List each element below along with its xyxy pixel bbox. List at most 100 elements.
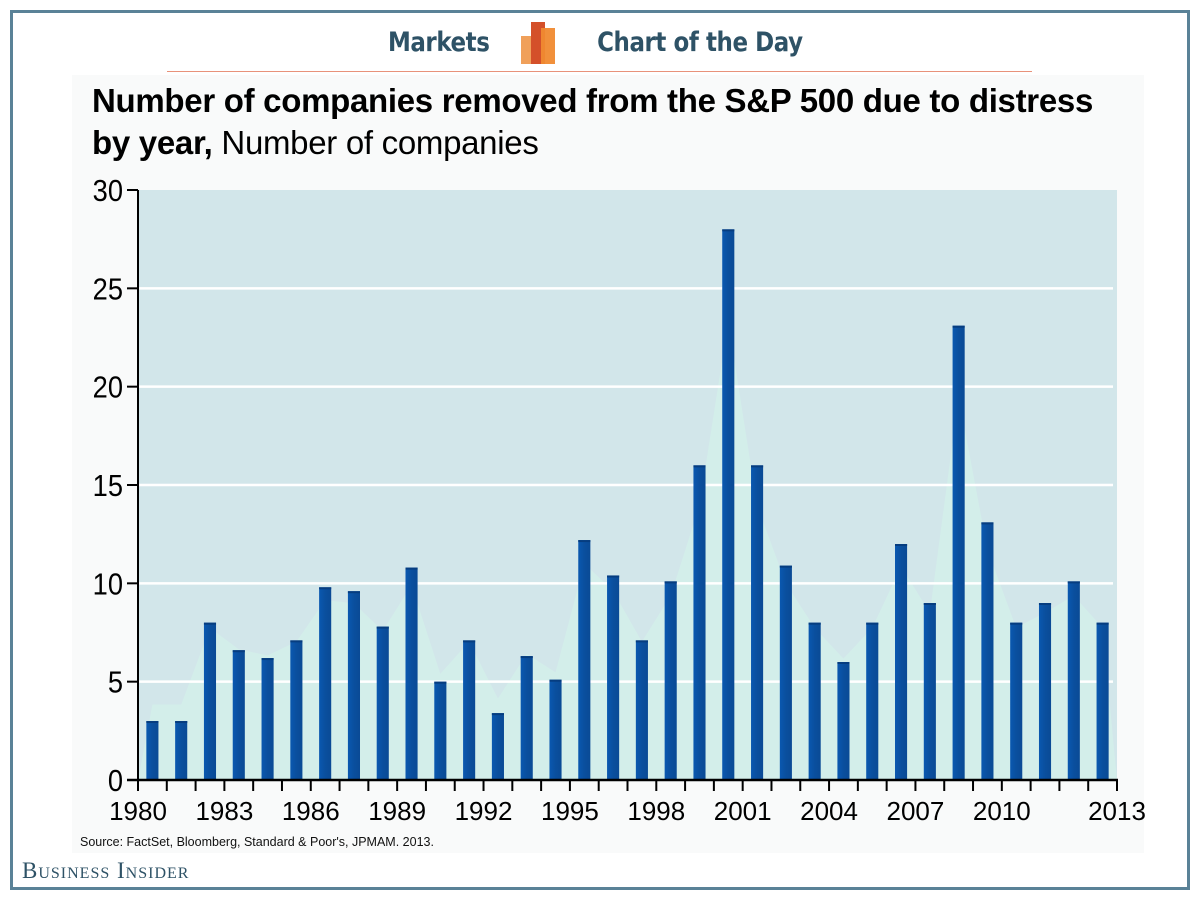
x-tick-label: 2001 (714, 796, 772, 826)
bar-cap (722, 229, 735, 232)
axes (127, 189, 1118, 791)
bar-cap (1010, 622, 1023, 625)
bar-cap (261, 658, 274, 661)
y-tick-labels: 0 5 10 15 20 25 30 (93, 174, 123, 798)
bar (549, 679, 562, 780)
x-tick-labels: 1980 1983 1986 1989 1992 1995 1998 2001 2004 2007… (109, 796, 1146, 826)
bar-chart-logo-icon (517, 20, 561, 64)
bar-cap (894, 544, 908, 546)
bar (808, 622, 821, 780)
bars (146, 229, 1109, 781)
bar (635, 640, 648, 780)
bar (347, 591, 361, 780)
banner: Markets Chart of the Day (0, 18, 1200, 66)
banner-markets-label: Markets (388, 26, 490, 58)
bar-cap (1067, 581, 1080, 584)
bar (520, 656, 533, 780)
bar-cap (146, 721, 159, 723)
x-tick-label: 2010 (973, 796, 1031, 826)
bar-cap (376, 626, 389, 629)
source-note: Source: FactSet, Bloomberg, Standard & P… (80, 835, 434, 849)
bar (894, 544, 908, 780)
bar (607, 575, 620, 780)
y-tick-label: 5 (108, 666, 123, 700)
bar-cap (434, 681, 447, 684)
bar (376, 626, 389, 780)
business-insider-logo: Business Insider (22, 858, 190, 883)
bar (319, 587, 332, 780)
bar-cap (952, 325, 965, 328)
bar-cap (520, 656, 533, 659)
bar (203, 622, 217, 780)
x-tick-label: 1986 (282, 796, 340, 826)
bar-cap (866, 622, 879, 625)
bar-cap (635, 640, 648, 643)
y-tick-label: 15 (93, 469, 123, 503)
x-tick-label: 1980 (109, 796, 167, 826)
bar (261, 658, 274, 780)
bar (952, 325, 965, 780)
bar (981, 522, 994, 780)
bar (146, 721, 159, 780)
bar (837, 662, 850, 780)
bar-cap (290, 640, 303, 643)
bar (1067, 581, 1080, 780)
bar-cap (491, 713, 504, 716)
bar-cap (1096, 622, 1109, 625)
banner-divider (167, 71, 1032, 72)
bar-cap (405, 567, 418, 570)
bar-cap (232, 650, 245, 653)
bar-cap (203, 622, 217, 625)
bar (232, 650, 245, 780)
x-tick-label: 1992 (455, 796, 513, 826)
bar-cap (808, 622, 821, 625)
bar-cap (549, 679, 562, 682)
chart-title-bold: Number of companies removed from the S&P… (92, 82, 1094, 161)
bar-cap (1038, 603, 1052, 605)
x-tick-label: 1995 (541, 796, 599, 826)
x-tick-label: 1989 (368, 796, 426, 826)
bar (290, 640, 303, 780)
bar (1038, 603, 1052, 780)
x-tick-label: 2013 (1088, 796, 1146, 826)
bar-cap (463, 640, 476, 643)
bar (1010, 622, 1023, 780)
bar-cap (751, 465, 764, 468)
bar-cap (779, 565, 792, 568)
x-tick-label: 1998 (627, 796, 685, 826)
bar-cap (981, 522, 994, 525)
bar-cap (664, 581, 677, 584)
bar (722, 229, 735, 781)
bar-cap (319, 587, 332, 590)
bar (923, 603, 936, 780)
bar-cap (693, 465, 706, 468)
y-tick-label: 20 (93, 371, 123, 405)
y-tick-label: 0 (108, 764, 123, 798)
bar (578, 540, 591, 780)
bar-cap (837, 662, 850, 664)
bar (1096, 622, 1109, 780)
chart-title-units: Number of companies (221, 124, 539, 161)
banner-chart-of-the-day-label: Chart of the Day (596, 26, 803, 58)
bar (491, 713, 504, 780)
bar (779, 565, 792, 780)
bar (866, 622, 879, 780)
x-tick-label: 2004 (800, 796, 858, 826)
bar (175, 721, 188, 780)
y-tick-label: 30 (93, 174, 123, 208)
y-tick-label: 10 (93, 568, 123, 602)
bar (463, 640, 476, 780)
bar (751, 465, 764, 780)
bar (405, 567, 418, 780)
x-tick-label: 1983 (195, 796, 253, 826)
bar (664, 581, 677, 780)
bar (693, 465, 706, 780)
bar-cap (607, 575, 620, 578)
bar-cap (923, 603, 936, 605)
x-tick-label: 2007 (887, 796, 945, 826)
bar (434, 681, 447, 780)
bar-cap (347, 591, 361, 594)
chart-title: Number of companies removed from the S&P… (92, 80, 1122, 164)
bar-cap (578, 540, 591, 543)
